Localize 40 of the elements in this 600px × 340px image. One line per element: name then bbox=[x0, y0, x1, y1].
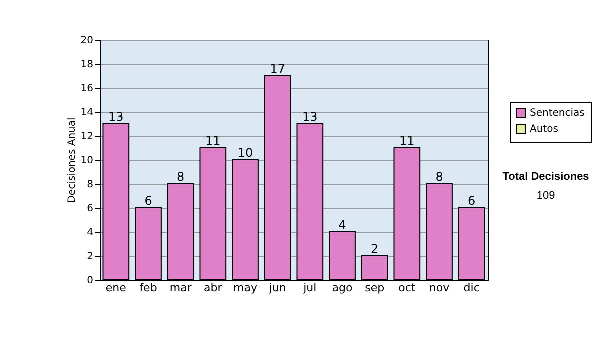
data-label: 8 bbox=[436, 170, 444, 184]
x-tick-label: oct bbox=[398, 282, 416, 294]
x-tick-label: mar bbox=[170, 282, 192, 294]
x-tick-label: feb bbox=[140, 282, 158, 294]
data-label: 17 bbox=[270, 62, 286, 76]
y-tick-label: 4 bbox=[87, 228, 94, 238]
y-tick-label: 14 bbox=[80, 108, 94, 118]
data-label: 6 bbox=[468, 194, 476, 208]
y-tick-label: 18 bbox=[80, 60, 94, 70]
y-tick-label: 12 bbox=[80, 132, 94, 142]
text: 109 bbox=[536, 190, 556, 202]
y-tick-label: 2 bbox=[87, 252, 94, 262]
y-tick-label: 8 bbox=[87, 180, 94, 190]
y-tick-label: 20 bbox=[80, 36, 94, 46]
x-tick-label: nov bbox=[429, 282, 450, 294]
y-axis-title: Decisiones Anual bbox=[66, 118, 78, 204]
x-tick-label: abr bbox=[204, 282, 223, 294]
text: Total Decisiones bbox=[502, 171, 590, 183]
data-label: 13 bbox=[108, 110, 124, 124]
data-label: 13 bbox=[302, 110, 318, 124]
y-tick-label: 0 bbox=[87, 276, 94, 286]
data-label: 6 bbox=[144, 194, 152, 208]
legend-label: Sentencias bbox=[530, 108, 585, 119]
x-tick-label: dic bbox=[464, 282, 480, 294]
data-label: 8 bbox=[177, 170, 185, 184]
x-tick-label: jul bbox=[302, 282, 317, 294]
x-tick-label: ago bbox=[332, 282, 353, 294]
y-tick-label: 16 bbox=[80, 84, 94, 94]
x-tick-label: ene bbox=[106, 282, 127, 294]
x-tick-label: may bbox=[234, 282, 258, 294]
data-label: 11 bbox=[206, 134, 221, 148]
data-label: 11 bbox=[400, 134, 415, 148]
legend-label: Autos bbox=[530, 124, 558, 135]
data-label: 2 bbox=[371, 242, 379, 256]
y-tick-label: 10 bbox=[80, 156, 94, 166]
y-tick-label: 6 bbox=[87, 204, 94, 214]
data-label: 4 bbox=[338, 218, 346, 232]
data-label: 10 bbox=[238, 146, 254, 160]
x-tick-label: jun bbox=[268, 282, 286, 294]
x-tick-label: sep bbox=[365, 282, 385, 294]
